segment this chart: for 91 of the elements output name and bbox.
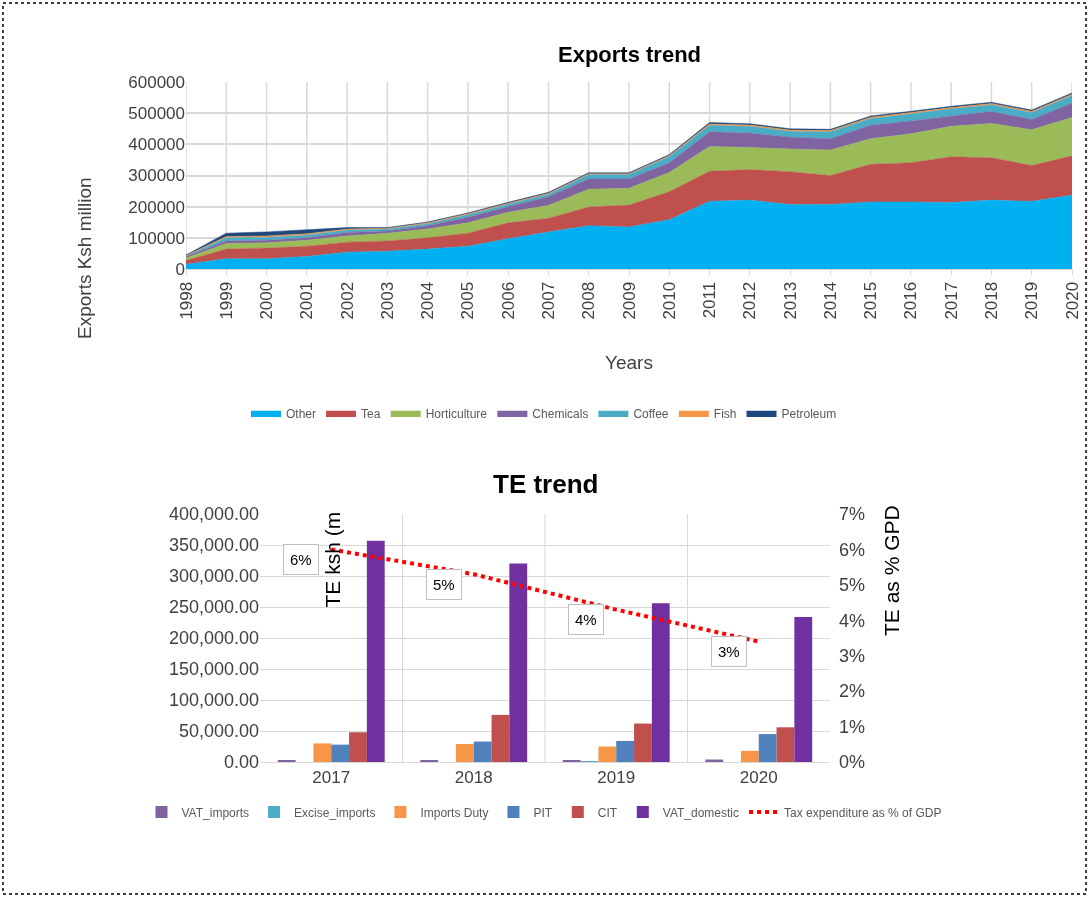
legend-label: CIT xyxy=(597,805,618,820)
data-label: 4% xyxy=(575,611,597,628)
x-tick-label: 2003 xyxy=(377,281,397,320)
x-tick-label: 2019 xyxy=(1022,281,1042,320)
y-tick-label: 0 xyxy=(175,259,185,279)
y2-tick-label: 1% xyxy=(839,716,866,737)
legend-label: Fish xyxy=(713,406,737,421)
chart-title: Exports trend xyxy=(558,42,702,67)
x-tick-label: 2008 xyxy=(579,281,599,320)
x-tick-label: 1998 xyxy=(176,281,196,320)
y-tick-label: 300000 xyxy=(128,166,185,186)
x-tick-label: 2017 xyxy=(941,281,961,320)
x-tick-label: 2012 xyxy=(740,281,760,320)
bar xyxy=(491,714,510,762)
x-tick-label: 2020 xyxy=(1062,281,1082,320)
legend-label: Coffee xyxy=(633,406,669,421)
y-tick-label: 350,000.00 xyxy=(168,535,259,556)
x-tick-label: 2017 xyxy=(312,768,351,788)
legend-label: Tax expenditure as % of GDP xyxy=(784,805,942,820)
bar xyxy=(794,616,813,762)
x-tick-label: 2013 xyxy=(780,281,800,320)
x-tick-label: 2018 xyxy=(454,768,493,788)
y-tick-label: 200,000.00 xyxy=(168,628,259,649)
legend-label: VAT_domestic xyxy=(662,805,740,820)
x-tick-label: 2005 xyxy=(458,281,478,320)
bar xyxy=(313,743,332,762)
x-tick-label: 2014 xyxy=(820,281,840,320)
y2-axis-title: TE as % GPD xyxy=(880,505,903,636)
x-tick-label: 2010 xyxy=(659,281,679,320)
bar xyxy=(616,740,635,762)
legend-label: Excise_imports xyxy=(294,805,376,820)
bar xyxy=(740,750,759,762)
data-label: 5% xyxy=(433,576,455,593)
x-tick-label: 2004 xyxy=(418,281,438,320)
chart-title: TE trend xyxy=(493,469,599,499)
bar xyxy=(366,540,385,762)
x-tick-label: 2011 xyxy=(700,281,720,319)
x-tick-label: 2006 xyxy=(498,281,518,320)
bar xyxy=(473,741,492,762)
x-tick-label: 2018 xyxy=(981,281,1001,320)
x-axis-title: Years xyxy=(605,352,653,373)
y2-tick-label: 7% xyxy=(839,504,866,525)
y-tick-label: 100,000.00 xyxy=(168,690,259,711)
legend-label: Chemicals xyxy=(532,406,589,421)
legend-label: Petroleum xyxy=(781,406,837,421)
y2-tick-label: 0% xyxy=(839,752,866,773)
x-tick-label: 2015 xyxy=(861,281,881,320)
y-tick-label: 200000 xyxy=(128,197,185,217)
x-tick-label: 1999 xyxy=(216,281,236,320)
y-tick-label: 500000 xyxy=(128,104,185,124)
legend-label: Tea xyxy=(361,406,381,421)
y-axis-title: TE ksh (m xyxy=(320,511,344,608)
data-label: 6% xyxy=(290,551,312,568)
bar xyxy=(776,727,795,762)
x-tick-label: 2019 xyxy=(597,768,636,788)
bar xyxy=(509,563,528,762)
y2-tick-label: 3% xyxy=(839,646,866,667)
x-tick-label: 2009 xyxy=(619,281,639,320)
y2-tick-label: 2% xyxy=(839,681,866,702)
y-tick-label: 600000 xyxy=(128,72,185,92)
x-tick-label: 2002 xyxy=(337,281,357,320)
y-tick-label: 400000 xyxy=(128,135,185,155)
y-tick-label: 100000 xyxy=(128,228,185,248)
y-tick-label: 250,000.00 xyxy=(168,597,259,618)
y2-tick-label: 4% xyxy=(839,610,866,631)
y-tick-label: 400,000.00 xyxy=(168,504,259,525)
y-axis-title: Exports Ksh million xyxy=(74,177,95,339)
bar xyxy=(349,732,367,762)
y-tick-label: 50,000.00 xyxy=(178,721,259,742)
x-tick-label: 2016 xyxy=(901,281,921,320)
bar xyxy=(598,746,617,762)
legend-label: Other xyxy=(286,406,317,421)
bar xyxy=(758,734,777,762)
y-tick-label: 300,000.00 xyxy=(168,566,259,587)
legend-label: VAT_imports xyxy=(181,805,250,820)
y2-tick-label: 6% xyxy=(839,539,866,560)
x-tick-label: 2007 xyxy=(538,281,558,320)
x-tick-label: 2020 xyxy=(739,768,778,788)
bar xyxy=(634,723,652,762)
x-tick-label: 2000 xyxy=(257,281,277,320)
y2-tick-label: 5% xyxy=(839,575,866,596)
y-tick-label: 0.00 xyxy=(223,752,259,773)
legend-label: PIT xyxy=(533,805,553,820)
y-tick-label: 150,000.00 xyxy=(168,659,259,680)
legend-label: Horticulture xyxy=(425,406,488,421)
legend-label: Imports Duty xyxy=(420,805,489,820)
bar xyxy=(455,744,474,762)
bar xyxy=(331,744,350,762)
data-label: 3% xyxy=(718,643,740,660)
bar xyxy=(651,603,670,762)
x-tick-label: 2001 xyxy=(297,281,317,320)
